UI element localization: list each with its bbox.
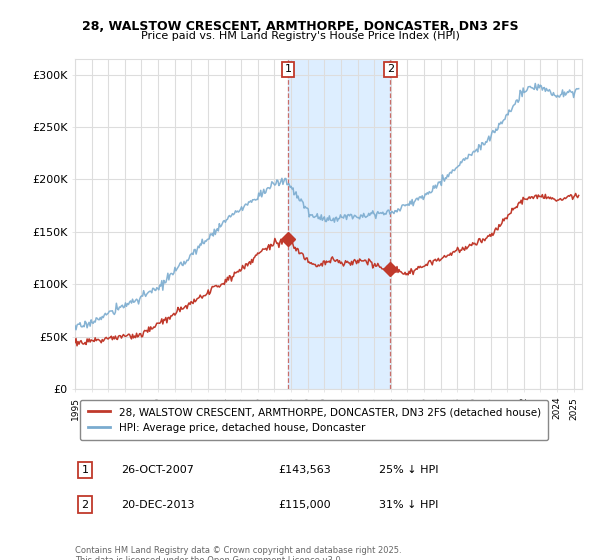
- Text: 20-DEC-2013: 20-DEC-2013: [121, 500, 194, 510]
- Text: Price paid vs. HM Land Registry's House Price Index (HPI): Price paid vs. HM Land Registry's House …: [140, 31, 460, 41]
- Text: 28, WALSTOW CRESCENT, ARMTHORPE, DONCASTER, DN3 2FS: 28, WALSTOW CRESCENT, ARMTHORPE, DONCAST…: [82, 20, 518, 32]
- Legend: 28, WALSTOW CRESCENT, ARMTHORPE, DONCASTER, DN3 2FS (detached house), HPI: Avera: 28, WALSTOW CRESCENT, ARMTHORPE, DONCAST…: [80, 400, 548, 440]
- Text: 1: 1: [284, 64, 292, 74]
- Text: £143,563: £143,563: [278, 465, 331, 475]
- Text: 25% ↓ HPI: 25% ↓ HPI: [379, 465, 439, 475]
- Text: 2: 2: [82, 500, 89, 510]
- Text: 26-OCT-2007: 26-OCT-2007: [121, 465, 194, 475]
- Text: £115,000: £115,000: [278, 500, 331, 510]
- Text: 31% ↓ HPI: 31% ↓ HPI: [379, 500, 439, 510]
- Bar: [288, 59, 391, 389]
- Text: 2: 2: [387, 64, 394, 74]
- Text: Contains HM Land Registry data © Crown copyright and database right 2025.
This d: Contains HM Land Registry data © Crown c…: [75, 546, 401, 560]
- Text: 1: 1: [82, 465, 89, 475]
